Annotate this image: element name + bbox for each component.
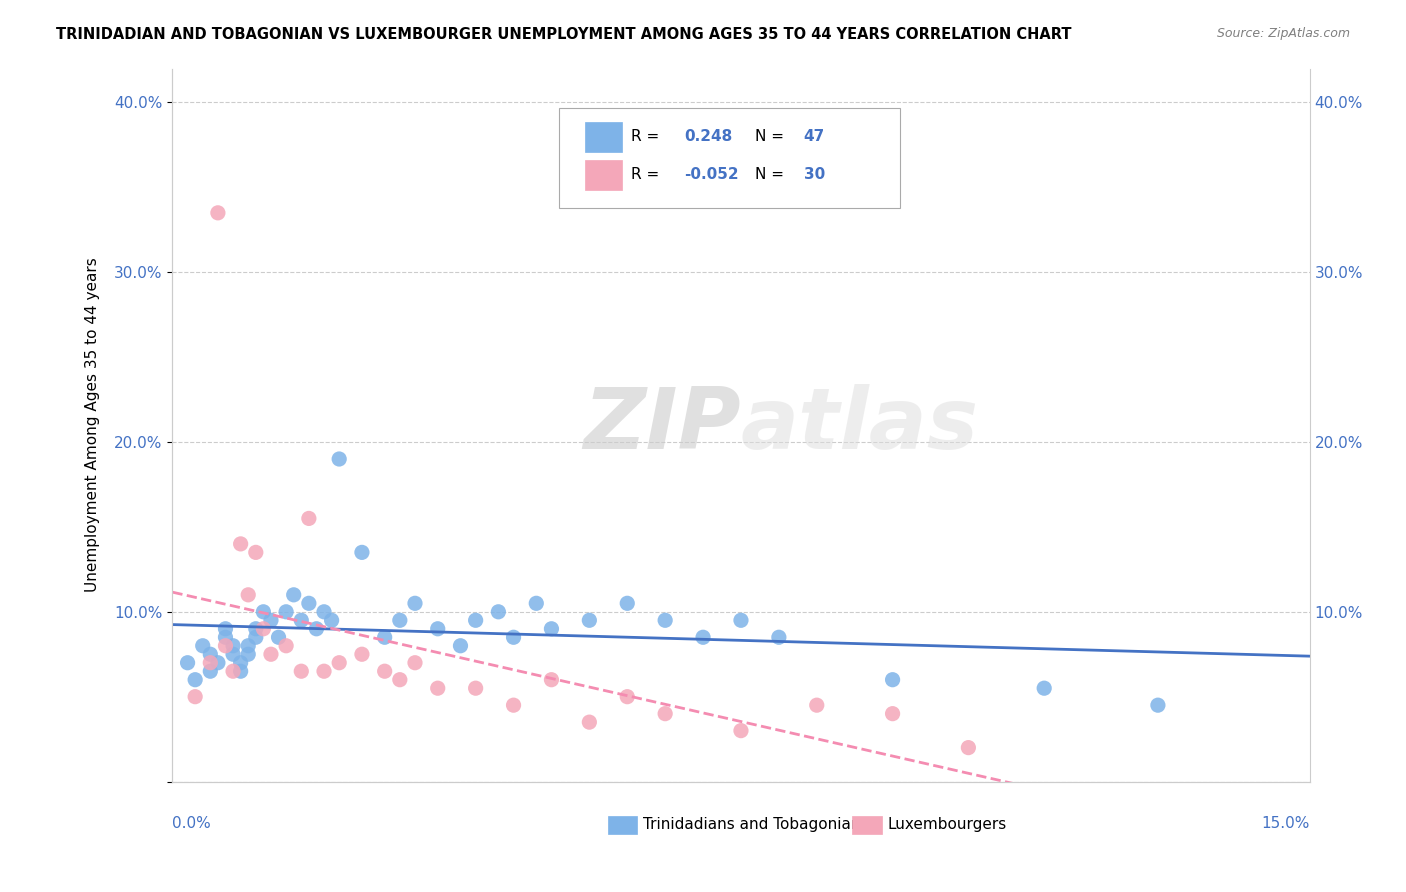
Text: N =: N =	[755, 167, 783, 182]
Point	[176, 656, 198, 670]
Text: atlas: atlas	[741, 384, 979, 467]
Point	[238, 647, 260, 661]
Point	[238, 588, 260, 602]
Point	[388, 673, 411, 687]
Text: 0.248: 0.248	[685, 128, 733, 144]
Point	[305, 622, 328, 636]
Point	[524, 596, 547, 610]
Point	[1147, 698, 1170, 713]
Text: R =: R =	[631, 167, 659, 182]
Point	[350, 647, 373, 661]
Text: Luxembourgers: Luxembourgers	[887, 817, 1007, 832]
Point	[464, 681, 486, 696]
FancyBboxPatch shape	[585, 160, 621, 190]
Text: TRINIDADIAN AND TOBAGONIAN VS LUXEMBOURGER UNEMPLOYMENT AMONG AGES 35 TO 44 YEAR: TRINIDADIAN AND TOBAGONIAN VS LUXEMBOURG…	[56, 27, 1071, 42]
Point	[238, 639, 260, 653]
Point	[312, 605, 335, 619]
Point	[200, 664, 222, 678]
Point	[214, 639, 236, 653]
Point	[229, 656, 252, 670]
Point	[184, 673, 207, 687]
Point	[312, 664, 335, 678]
Point	[882, 706, 904, 721]
Point	[290, 613, 312, 627]
Y-axis label: Unemployment Among Ages 35 to 44 years: Unemployment Among Ages 35 to 44 years	[86, 258, 100, 592]
Point	[229, 537, 252, 551]
Point	[540, 622, 562, 636]
FancyBboxPatch shape	[607, 816, 637, 834]
Text: 15.0%: 15.0%	[1261, 816, 1309, 830]
Point	[276, 605, 298, 619]
Point	[464, 613, 486, 627]
Text: 0.0%: 0.0%	[173, 816, 211, 830]
Point	[730, 613, 752, 627]
Point	[321, 613, 343, 627]
Point	[252, 605, 274, 619]
Point	[260, 647, 283, 661]
Point	[200, 647, 222, 661]
Point	[328, 656, 350, 670]
Point	[486, 605, 509, 619]
Point	[283, 588, 305, 602]
Text: ZIP: ZIP	[583, 384, 741, 467]
Point	[768, 630, 790, 644]
Point	[426, 681, 449, 696]
Point	[374, 664, 396, 678]
Point	[654, 613, 676, 627]
Point	[222, 664, 245, 678]
Point	[578, 613, 600, 627]
Point	[806, 698, 828, 713]
Point	[260, 613, 283, 627]
FancyBboxPatch shape	[852, 816, 882, 834]
FancyBboxPatch shape	[585, 122, 621, 152]
Text: R =: R =	[631, 128, 659, 144]
Point	[214, 630, 236, 644]
Text: Trinidadians and Tobagonians: Trinidadians and Tobagonians	[643, 817, 869, 832]
Point	[328, 452, 350, 467]
Point	[214, 622, 236, 636]
Point	[374, 630, 396, 644]
Point	[252, 622, 274, 636]
Point	[502, 630, 524, 644]
Point	[245, 545, 267, 559]
Point	[350, 545, 373, 559]
Point	[184, 690, 207, 704]
Point	[267, 630, 290, 644]
Point	[191, 639, 214, 653]
Point	[616, 596, 638, 610]
Point	[388, 613, 411, 627]
Point	[245, 622, 267, 636]
Point	[207, 656, 229, 670]
Point	[200, 656, 222, 670]
Text: -0.052: -0.052	[685, 167, 738, 182]
Point	[207, 206, 229, 220]
Point	[450, 639, 472, 653]
Point	[298, 596, 321, 610]
Point	[730, 723, 752, 738]
Point	[654, 706, 676, 721]
Point	[616, 690, 638, 704]
Point	[229, 664, 252, 678]
Point	[222, 639, 245, 653]
Point	[957, 740, 980, 755]
Point	[426, 622, 449, 636]
Point	[540, 673, 562, 687]
Point	[404, 596, 426, 610]
Point	[245, 630, 267, 644]
Point	[692, 630, 714, 644]
Point	[222, 647, 245, 661]
FancyBboxPatch shape	[560, 108, 900, 208]
Point	[882, 673, 904, 687]
Point	[578, 715, 600, 730]
Point	[276, 639, 298, 653]
Text: 30: 30	[803, 167, 825, 182]
Text: 47: 47	[803, 128, 825, 144]
Text: Source: ZipAtlas.com: Source: ZipAtlas.com	[1216, 27, 1350, 40]
Text: N =: N =	[755, 128, 783, 144]
Point	[404, 656, 426, 670]
Point	[290, 664, 312, 678]
Point	[1033, 681, 1056, 696]
Point	[502, 698, 524, 713]
Point	[298, 511, 321, 525]
